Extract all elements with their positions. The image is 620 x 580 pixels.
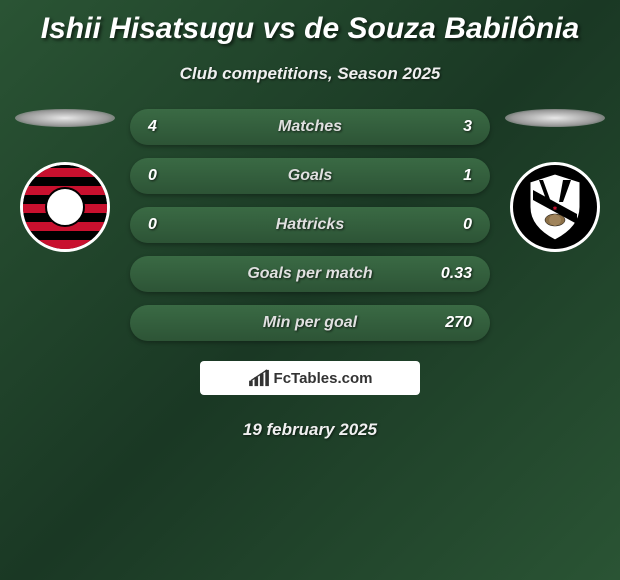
stat-row-hattricks: 0 Hattricks 0 — [130, 207, 490, 243]
comparison-card: Ishii Hisatsugu vs de Souza Babilônia Cl… — [0, 0, 620, 452]
stat-left-value: 4 — [148, 118, 188, 136]
stat-row-matches: 4 Matches 3 — [130, 109, 490, 145]
stat-left-value: 0 — [148, 216, 188, 234]
stat-row-mpg: Min per goal 270 — [130, 305, 490, 341]
stat-right-value: 0.33 — [432, 265, 472, 283]
player-right-col: ✱ — [500, 109, 610, 252]
footer-date: 19 february 2025 — [10, 420, 610, 440]
vasco-shield-icon: ✱ — [525, 172, 585, 242]
stat-right-value: 270 — [432, 314, 472, 332]
stat-label: Min per goal — [263, 314, 357, 332]
stat-label: Matches — [278, 118, 342, 136]
stat-right-value: 0 — [432, 216, 472, 234]
stat-right-value: 1 — [432, 167, 472, 185]
vasco-logo-icon: ✱ — [510, 162, 600, 252]
stat-row-goals: 0 Goals 1 — [130, 158, 490, 194]
brand-text: FcTables.com — [274, 370, 373, 387]
subtitle: Club competitions, Season 2025 — [10, 64, 610, 84]
stat-label: Goals per match — [247, 265, 372, 283]
stat-left-value: 0 — [148, 167, 188, 185]
page-title: Ishii Hisatsugu vs de Souza Babilônia — [10, 12, 610, 46]
player-shadow-left — [15, 109, 115, 127]
brand-link[interactable]: FcTables.com — [200, 361, 420, 395]
main-area: 4 Matches 3 0 Goals 1 0 Hattricks 0 Goal… — [10, 109, 610, 341]
stat-row-gpm: Goals per match 0.33 — [130, 256, 490, 292]
player-left-col — [10, 109, 120, 252]
stat-label: Hattricks — [276, 216, 344, 234]
stats-column: 4 Matches 3 0 Goals 1 0 Hattricks 0 Goal… — [130, 109, 490, 341]
flamengo-logo-icon — [20, 162, 110, 252]
player-shadow-right — [505, 109, 605, 127]
bar-chart-icon — [248, 369, 270, 387]
stat-label: Goals — [288, 167, 332, 185]
stat-right-value: 3 — [432, 118, 472, 136]
